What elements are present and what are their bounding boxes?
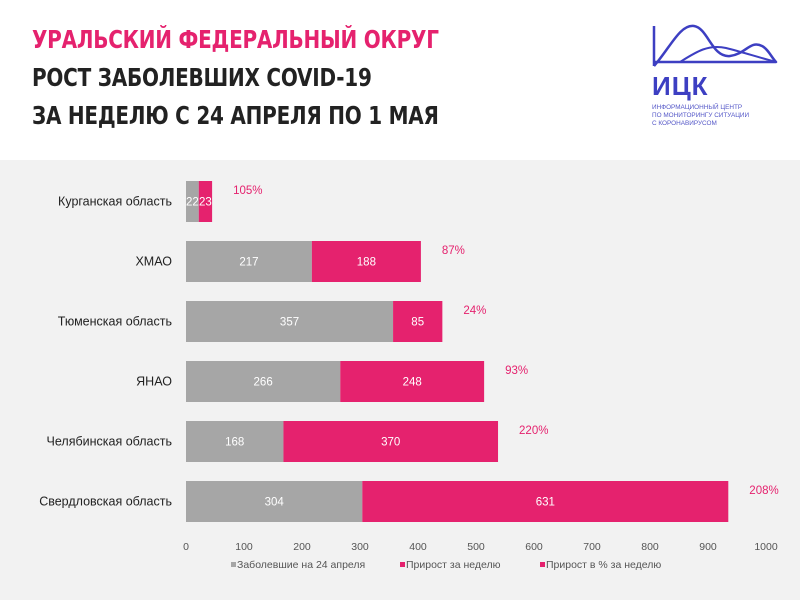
- bar-growth-value-label: 631: [536, 497, 555, 509]
- x-tick-label: 200: [293, 541, 311, 553]
- x-tick-label: 600: [525, 541, 543, 553]
- legend-label: Прирост за неделю: [406, 559, 501, 571]
- bar-base-segment: [186, 181, 199, 222]
- percent-growth-label: 208%: [749, 485, 778, 497]
- category-label: ХМАО: [135, 255, 172, 269]
- bar-growth-value-label: 188: [357, 257, 376, 269]
- bar-growth-value-label: 248: [403, 377, 422, 389]
- percent-growth-label: 87%: [442, 245, 465, 257]
- bar-base-value-label: 357: [280, 317, 299, 329]
- logo-subtitle-line: ИНФОРМАЦИОННЫЙ ЦЕНТР: [652, 104, 743, 111]
- bar-base-segment: [186, 361, 341, 402]
- percent-growth-label: 24%: [463, 305, 486, 317]
- x-tick-label: 1000: [754, 541, 778, 553]
- logo-wave-icon: [652, 24, 778, 67]
- category-label: ЯНАО: [136, 375, 172, 389]
- logo-subtitle-line: ПО МОНИТОРИНГУ СИТУАЦИИ: [652, 112, 750, 119]
- legend-label: Прирост в % за неделю: [546, 559, 661, 571]
- bar-base-segment: [186, 301, 394, 342]
- bar-base-value-label: 304: [265, 497, 285, 509]
- title-line-period: ЗА НЕДЕЛЮ С 24 АПРЕЛЯ ПО 1 МАЯ: [32, 101, 439, 130]
- legend-swatch: [540, 562, 545, 567]
- legend-label: Заболевшие на 24 апреля: [237, 559, 365, 571]
- x-tick-label: 0: [183, 541, 189, 553]
- bar-growth-value-label: 85: [411, 317, 424, 329]
- category-label: Свердловская область: [39, 495, 172, 509]
- logo-subtitle-line: С КОРОНАВИРУСОМ: [652, 120, 717, 127]
- bar-growth-segment: [283, 421, 499, 462]
- logo: ИЦК ИНФОРМАЦИОННЫЙ ЦЕНТР ПО МОНИТОРИНГУ …: [650, 18, 780, 128]
- legend-swatch: [400, 562, 405, 567]
- percent-growth-label: 220%: [519, 425, 548, 437]
- bar-growth-value-label: 23: [199, 197, 212, 209]
- title-line-topic: РОСТ ЗАБОЛЕВШИХ COVID-19: [32, 63, 372, 92]
- chart-panel: Курганская область 22 23 105% ХМАО 217 188 87% Т…: [0, 160, 800, 600]
- legend-swatch: [231, 562, 236, 567]
- bar-growth-segment: [393, 301, 443, 342]
- bar-base-segment: [186, 481, 363, 522]
- bar-growth-segment: [340, 361, 485, 402]
- percent-growth-label: 93%: [505, 365, 528, 377]
- bar-growth-value-label: 370: [381, 437, 400, 449]
- bar-growth-segment: [362, 481, 729, 522]
- category-label: Курганская область: [58, 195, 172, 209]
- percent-growth-label: 105%: [233, 185, 262, 197]
- x-tick-label: 500: [467, 541, 485, 553]
- x-tick-label: 900: [699, 541, 717, 553]
- category-label: Тюменская область: [58, 315, 172, 329]
- category-label: Челябинская область: [47, 435, 172, 449]
- bar-growth-segment: [198, 181, 213, 222]
- x-tick-label: 700: [583, 541, 601, 553]
- x-tick-label: 100: [235, 541, 253, 553]
- bar-base-segment: [186, 241, 312, 282]
- bar-growth-segment: [311, 241, 421, 282]
- bar-base-value-label: 168: [225, 437, 244, 449]
- bar-base-segment: [186, 421, 284, 462]
- bar-base-value-label: 217: [239, 257, 258, 269]
- x-tick-label: 300: [351, 541, 369, 553]
- logo-subtitle: ИНФОРМАЦИОННЫЙ ЦЕНТР ПО МОНИТОРИНГУ СИТУ…: [652, 104, 749, 128]
- logo-name: ИЦК: [652, 71, 709, 101]
- header: УРАЛЬСКИЙ ФЕДЕРАЛЬНЫЙ ОКРУГ РОСТ ЗАБОЛЕВ…: [0, 0, 800, 160]
- title-line-region: УРАЛЬСКИЙ ФЕДЕРАЛЬНЫЙ ОКРУГ: [32, 25, 439, 54]
- x-tick-label: 400: [409, 541, 427, 553]
- stacked-bar-chart: Курганская область 22 23 105% ХМАО 217 188 87% Т…: [39, 181, 779, 571]
- x-tick-label: 800: [641, 541, 659, 553]
- bar-base-value-label: 266: [254, 377, 273, 389]
- bar-base-value-label: 22: [186, 197, 199, 209]
